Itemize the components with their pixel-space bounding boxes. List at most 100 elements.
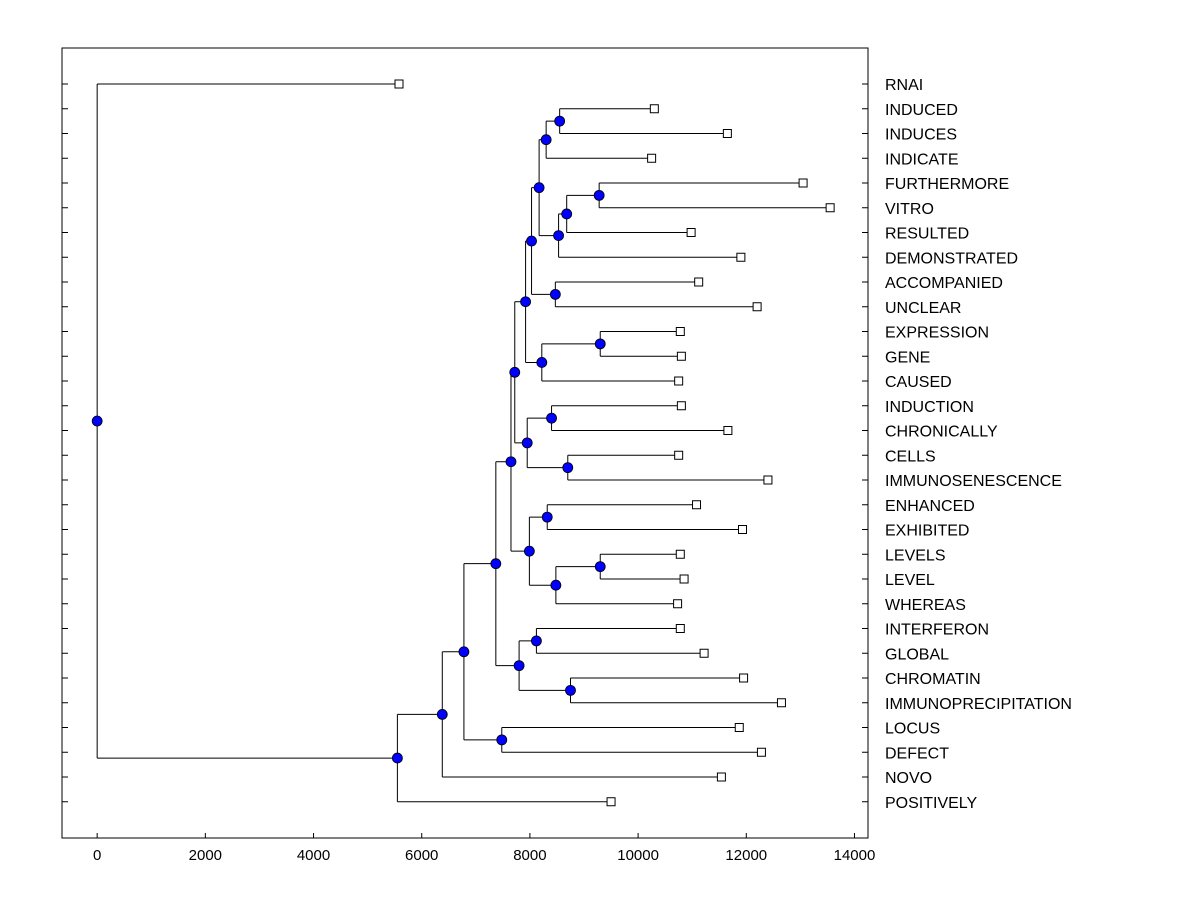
- leaf-marker: [673, 599, 683, 609]
- merge-node: [540, 134, 552, 146]
- leaf-marker: [716, 772, 726, 782]
- leaf-label: INDUCES: [885, 127, 957, 144]
- leaf-label: LEVELS: [885, 547, 945, 564]
- merge-node: [565, 684, 576, 696]
- leaf-label: RNAI: [885, 77, 923, 94]
- merge-node: [513, 660, 525, 672]
- merge-node: [546, 412, 557, 424]
- leaf-marker: [674, 376, 684, 386]
- merge-node: [533, 182, 545, 194]
- leaf-label: INDUCTION: [885, 399, 974, 416]
- leaf-label: LEVEL: [885, 572, 935, 589]
- merge-node: [561, 208, 573, 220]
- merge-node: [91, 415, 103, 427]
- x-tick-label: 2000: [189, 847, 222, 864]
- leaf-label: ACCOMPANIED: [885, 275, 1003, 292]
- leaf-marker: [752, 302, 762, 312]
- leaf-label: EXHIBITED: [885, 523, 969, 540]
- leaf-marker: [739, 673, 749, 683]
- merge-node: [536, 357, 548, 368]
- merge-node: [505, 456, 517, 468]
- merge-node: [550, 579, 562, 591]
- leaf-label: CAUSED: [885, 374, 952, 391]
- x-tick-label: 14000: [834, 847, 876, 864]
- leaf-marker: [723, 426, 733, 435]
- merge-node: [526, 235, 537, 247]
- leaf-label: GLOBAL: [885, 646, 949, 663]
- leaf-tick-marks: [62, 83, 868, 803]
- x-tick-label: 6000: [405, 847, 438, 864]
- leaf-label: FURTHERMORE: [885, 176, 1009, 193]
- leaf-label: CELLS: [885, 448, 936, 465]
- leaf-label: RESULTED: [885, 226, 969, 243]
- merge-node: [490, 558, 502, 570]
- leaf-label: CHRONICALLY: [885, 424, 998, 441]
- leaf-marker: [675, 327, 685, 336]
- leaf-marker: [394, 79, 404, 89]
- leaf-marker: [675, 624, 685, 633]
- merge-node: [509, 366, 521, 378]
- plot-frame: [61, 47, 869, 839]
- merge-node: [562, 462, 574, 474]
- leaf-marker: [756, 747, 766, 757]
- merge-node: [436, 708, 448, 720]
- x-tick-label: 4000: [297, 847, 330, 864]
- merge-node: [523, 545, 535, 557]
- leaf-label: IMMUNOSENESCENCE: [885, 473, 1062, 490]
- leaf-marker: [649, 104, 659, 114]
- merge-node: [594, 561, 606, 573]
- leaf-marker: [776, 698, 786, 708]
- leaf-marker: [736, 252, 746, 262]
- merge-node: [593, 189, 605, 201]
- leaf-marker: [699, 648, 709, 658]
- x-tick-label: 8000: [513, 847, 546, 864]
- leaf-marker: [763, 475, 773, 485]
- leaf-label: INDUCED: [885, 102, 958, 119]
- x-tick-label: 12000: [725, 847, 767, 864]
- leaf-label: UNCLEAR: [885, 300, 961, 317]
- leaf-marker: [676, 351, 686, 361]
- merge-nodes: [91, 115, 606, 764]
- merge-node: [520, 296, 531, 308]
- leaf-marker: [694, 277, 704, 287]
- leaf-marker: [647, 153, 657, 163]
- leaf-marker: [798, 178, 808, 188]
- leaf-marker: [692, 500, 702, 510]
- merge-node: [549, 288, 561, 300]
- merge-node: [531, 635, 542, 647]
- leaf-label: POSITIVELY: [885, 795, 978, 812]
- leaf-label: IMMUNOPRECIPITATION: [885, 696, 1072, 713]
- leaf-marker: [674, 450, 684, 460]
- leaf-marker: [675, 549, 685, 559]
- merge-node: [458, 646, 470, 658]
- leaf-marker: [676, 401, 686, 411]
- leaf-marker: [679, 574, 689, 584]
- leaf-marker: [686, 228, 696, 237]
- leaf-label: NOVO: [885, 770, 932, 787]
- x-tick-label: 0: [93, 847, 101, 864]
- merge-node: [391, 752, 403, 764]
- merge-node: [521, 437, 533, 449]
- leaf-label: DEMONSTRATED: [885, 250, 1018, 267]
- leaf-markers: [394, 79, 835, 807]
- merge-node: [496, 734, 508, 746]
- leaf-label: VITRO: [885, 201, 934, 218]
- leaf-label: LOCUS: [885, 721, 940, 738]
- leaf-labels: RNAI INDUCED INDUCES INDICATE FURTHERMORE VIT…: [885, 77, 1072, 812]
- leaf-marker: [722, 129, 732, 138]
- dendrogram-links: [96, 83, 831, 803]
- leaf-label: DEFECT: [885, 745, 949, 762]
- x-tick-label: 10000: [617, 847, 659, 864]
- merge-node: [554, 115, 566, 127]
- merge-node: [594, 338, 606, 350]
- leaf-label: INDICATE: [885, 151, 958, 168]
- leaf-label: WHEREAS: [885, 597, 966, 614]
- leaf-label: EXPRESSION: [885, 325, 989, 342]
- leaf-marker: [825, 203, 835, 213]
- leaf-marker: [734, 723, 744, 732]
- leaf-marker: [738, 525, 748, 534]
- leaf-marker: [606, 797, 616, 807]
- leaf-label: ENHANCED: [885, 498, 975, 515]
- merge-node: [541, 511, 553, 523]
